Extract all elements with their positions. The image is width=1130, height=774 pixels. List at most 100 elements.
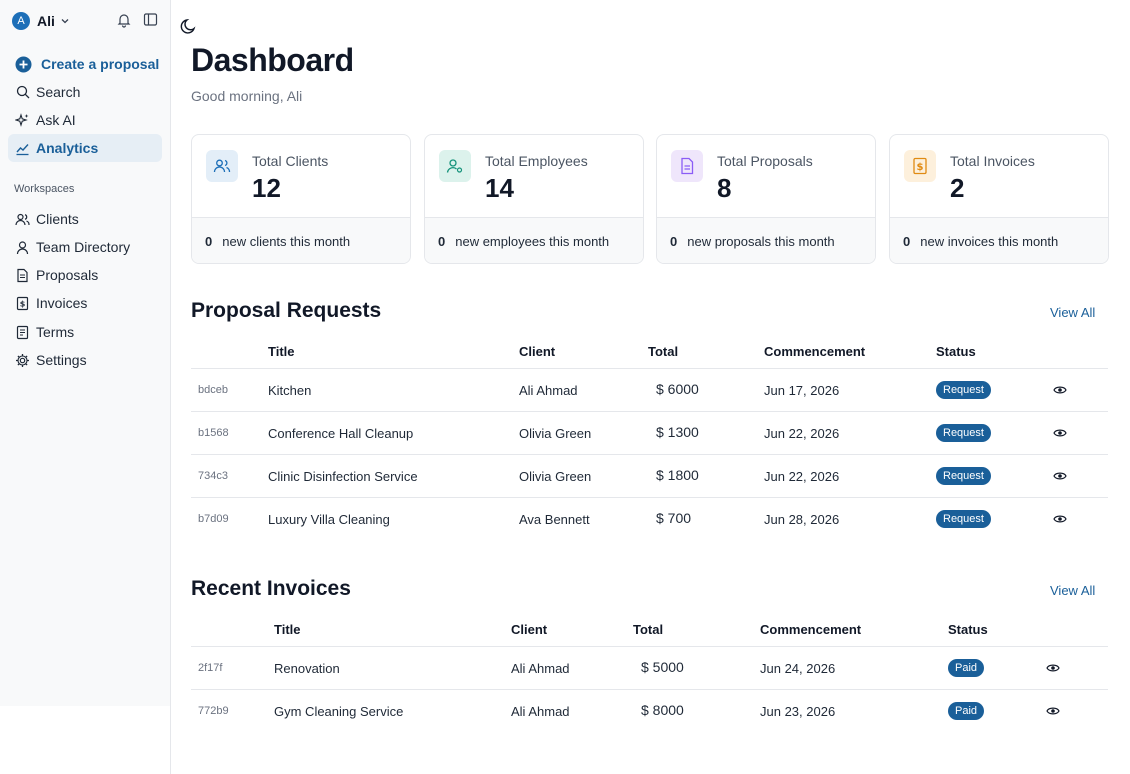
document-icon <box>15 268 30 283</box>
avatar[interactable]: A <box>12 12 30 30</box>
column-header-status: Status <box>936 344 976 359</box>
page-title: Dashboard <box>191 42 354 78</box>
row-total: $ 1300 <box>656 424 699 440</box>
stat-label: Total Employees <box>485 153 588 169</box>
status-badge: Request <box>936 381 991 399</box>
row-total: $ 6000 <box>656 381 699 397</box>
row-date: Jun 17, 2026 <box>764 383 840 398</box>
user-name[interactable]: Ali <box>37 13 55 29</box>
stat-value: 2 <box>950 173 965 203</box>
invoice-icon: $ <box>904 150 936 182</box>
stat-card-clients[interactable]: Total Clients 12 0 new clients this mont… <box>191 134 411 264</box>
sidebar-item-search[interactable]: Search <box>8 78 162 106</box>
row-title: Kitchen <box>268 383 312 398</box>
row-title: Luxury Villa Cleaning <box>268 512 390 527</box>
user-menu[interactable]: A Ali <box>12 11 160 31</box>
row-client: Ava Bennett <box>519 512 590 527</box>
row-id: b7d09 <box>198 513 229 525</box>
create-proposal-label: Create a proposal <box>41 56 160 72</box>
stat-value: 14 <box>485 173 514 203</box>
sidebar-item-clients[interactable]: Clients <box>8 205 162 233</box>
stat-value: 12 <box>252 173 281 203</box>
stat-new-count: 0 <box>903 234 911 249</box>
sidebar-item-label: Search <box>36 84 81 100</box>
status-badge: Paid <box>948 702 985 720</box>
document-icon <box>671 150 703 182</box>
row-client: Ali Ahmad <box>511 661 570 676</box>
proposals-section-title: Proposal Requests <box>191 299 382 322</box>
stat-card-invoices[interactable]: $ Total Invoices 2 0 new invoices this m… <box>889 134 1109 264</box>
sidebar-item-terms[interactable]: Terms <box>8 318 162 346</box>
sidebar-item-label: Invoices <box>36 295 88 311</box>
search-icon <box>15 85 30 100</box>
stat-new-count: 0 <box>205 234 213 249</box>
eye-icon[interactable] <box>1053 383 1067 402</box>
row-id: 734c3 <box>198 470 228 482</box>
moon-icon[interactable] <box>180 17 198 40</box>
eye-icon[interactable] <box>1053 426 1067 445</box>
row-date: Jun 23, 2026 <box>760 704 836 719</box>
column-header-client: Client <box>511 622 548 637</box>
eye-icon[interactable] <box>1046 661 1060 680</box>
row-title: Conference Hall Cleanup <box>268 426 414 441</box>
plus-circle-icon <box>15 56 32 73</box>
stat-label: Total Proposals <box>717 153 813 169</box>
table-row[interactable]: 2f17f Renovation Ali Ahmad $ 5000 Jun 24… <box>191 646 1108 689</box>
sidebar-item-team-directory[interactable]: Team Directory <box>8 233 162 261</box>
column-header-title: Title <box>274 622 301 637</box>
proposals-view-all-link[interactable]: View All <box>1050 305 1096 320</box>
table-row[interactable]: bdceb Kitchen Ali Ahmad $ 6000 Jun 17, 2… <box>191 368 1108 411</box>
gear-icon <box>15 353 30 368</box>
row-client: Ali Ahmad <box>519 383 578 398</box>
stat-card-employees[interactable]: Total Employees 14 0 new employees this … <box>424 134 644 264</box>
users-icon <box>15 212 30 227</box>
stat-new-count: 0 <box>438 234 446 249</box>
sidebar-item-label: Analytics <box>36 140 99 156</box>
create-proposal-button[interactable]: Create a proposal <box>8 50 162 78</box>
sidebar-divider <box>170 0 171 774</box>
row-date: Jun 24, 2026 <box>760 661 836 676</box>
sparkles-icon <box>15 112 30 128</box>
sidebar-toggle-icon[interactable] <box>143 12 158 32</box>
bell-icon[interactable] <box>116 12 132 33</box>
table-row[interactable]: 734c3 Clinic Disinfection Service Olivia… <box>191 454 1108 497</box>
status-badge: Request <box>936 510 991 528</box>
row-date: Jun 28, 2026 <box>764 512 840 527</box>
invoices-view-all-link[interactable]: View All <box>1050 583 1096 598</box>
row-date: Jun 22, 2026 <box>764 469 840 484</box>
row-total: $ 1800 <box>656 467 699 483</box>
sidebar: A Ali Create a proposal Search Ask AI <box>0 0 170 706</box>
table-row[interactable]: b1568 Conference Hall Cleanup Olivia Gre… <box>191 411 1108 454</box>
eye-icon[interactable] <box>1053 469 1067 488</box>
row-id: 772b9 <box>198 705 229 717</box>
row-client: Olivia Green <box>519 426 592 441</box>
stat-new-text: new clients this month <box>222 234 351 249</box>
row-title: Gym Cleaning Service <box>274 704 404 719</box>
sidebar-item-analytics[interactable]: Analytics <box>8 134 162 162</box>
eye-icon[interactable] <box>1046 704 1060 723</box>
column-header-total: Total <box>633 622 664 637</box>
user-cog-icon <box>439 150 471 182</box>
sidebar-item-proposals[interactable]: Proposals <box>8 261 162 289</box>
row-title: Renovation <box>274 661 340 676</box>
eye-icon[interactable] <box>1053 512 1067 531</box>
row-client: Olivia Green <box>519 469 592 484</box>
row-client: Ali Ahmad <box>511 704 570 719</box>
sidebar-item-invoices[interactable]: $ Invoices <box>8 289 162 317</box>
svg-text:$: $ <box>917 162 924 173</box>
stat-value: 8 <box>717 173 732 203</box>
sidebar-item-ask-ai[interactable]: Ask AI <box>8 106 162 134</box>
terms-icon <box>15 325 30 340</box>
column-header-status: Status <box>948 622 988 637</box>
chevron-down-icon[interactable] <box>60 16 70 26</box>
chart-icon <box>15 141 30 156</box>
stat-new-count: 0 <box>670 234 678 249</box>
table-row[interactable]: b7d09 Luxury Villa Cleaning Ava Bennett … <box>191 497 1108 540</box>
stat-card-proposals[interactable]: Total Proposals 8 0 new proposals this m… <box>656 134 876 264</box>
sidebar-item-label: Terms <box>36 324 75 340</box>
users-icon <box>206 150 238 182</box>
row-title: Clinic Disinfection Service <box>268 469 418 484</box>
table-row[interactable]: 772b9 Gym Cleaning Service Ali Ahmad $ 8… <box>191 689 1108 732</box>
workspaces-label: Workspaces <box>14 183 75 195</box>
sidebar-item-settings[interactable]: Settings <box>8 346 162 374</box>
